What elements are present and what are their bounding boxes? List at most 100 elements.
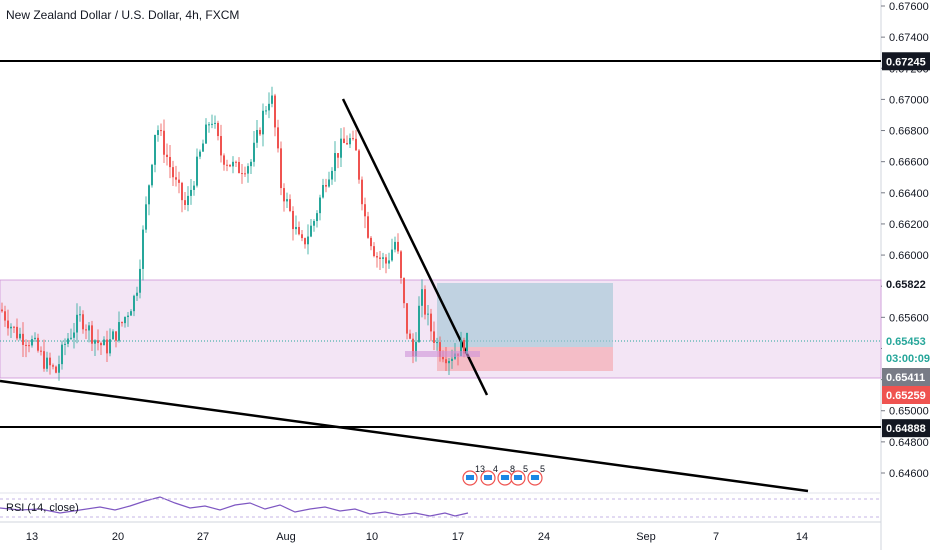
candle-body	[160, 130, 162, 132]
candle-body	[34, 337, 36, 340]
candle-body	[316, 213, 318, 222]
candle-body	[136, 292, 138, 296]
event-count: 8	[510, 464, 515, 474]
candle-body	[79, 314, 81, 316]
candle-body	[358, 150, 360, 180]
candle-body	[238, 161, 240, 174]
price-tag-label: 03:00:09	[886, 353, 930, 365]
candle-body	[388, 260, 390, 264]
candle-body	[100, 343, 102, 346]
y-tick-label: 0.66400	[889, 188, 929, 200]
candle-body	[178, 179, 180, 183]
candle-body	[232, 161, 234, 167]
candle-body	[382, 257, 384, 259]
candle-body	[304, 238, 306, 245]
candle-body	[154, 134, 156, 165]
candle-body	[268, 103, 270, 111]
candle-body	[460, 340, 462, 357]
candle-body	[466, 332, 468, 354]
candle-body	[397, 241, 399, 252]
rsi-line	[0, 496, 469, 517]
x-tick-label: 27	[197, 531, 209, 543]
candle-body	[19, 333, 21, 339]
candle-body	[322, 185, 324, 198]
candle-body	[217, 122, 219, 137]
price-tag-label: 0.65822	[886, 279, 926, 291]
candle-body	[43, 351, 45, 369]
candle-body	[10, 326, 12, 329]
candle-body	[346, 142, 348, 145]
candle-body	[355, 138, 357, 151]
candle-body	[205, 124, 207, 144]
candle-body	[16, 326, 18, 339]
candle-body	[211, 123, 213, 125]
candle-body	[364, 204, 366, 217]
candle-body	[400, 251, 402, 279]
candle-body	[337, 153, 339, 158]
price-tag	[882, 349, 930, 367]
candle-body	[283, 188, 285, 202]
candle-body	[244, 173, 246, 175]
candle-body	[22, 333, 24, 345]
candle-body	[49, 357, 51, 366]
candle-body	[226, 164, 228, 166]
candle-body	[193, 185, 195, 190]
candle-body	[349, 138, 351, 145]
y-tick-label: 0.66600	[889, 157, 929, 169]
chart-title: New Zealand Dollar / U.S. Dollar, 4h, FX…	[6, 8, 240, 22]
candle-body	[103, 339, 105, 346]
y-tick-label: 0.65600	[889, 312, 929, 324]
candle-body	[85, 329, 87, 331]
candle-body	[25, 344, 27, 346]
x-tick-label: 13	[26, 531, 38, 543]
price-tag	[882, 419, 930, 438]
candle-body	[340, 138, 342, 158]
price-tag-label: 0.65259	[886, 390, 926, 402]
candle-body	[67, 338, 69, 344]
candle-body	[418, 305, 420, 342]
candle-body	[7, 320, 9, 329]
candle-body	[229, 164, 231, 167]
price-tag	[882, 368, 930, 386]
candle-body	[409, 333, 411, 339]
y-tick-label: 0.66800	[889, 126, 929, 138]
price-tag	[882, 386, 930, 404]
candle-body	[439, 342, 441, 357]
candle-body	[289, 199, 291, 211]
candle-body	[262, 110, 264, 135]
candle-body	[394, 241, 396, 250]
candle-body	[292, 210, 294, 230]
candle-body	[250, 161, 252, 167]
price-tag-label: 0.65411	[886, 372, 925, 384]
candle-body	[352, 138, 354, 140]
candle-body	[319, 197, 321, 214]
candle-body	[310, 225, 312, 237]
candle-body	[73, 332, 75, 338]
y-tick-label: 0.67600	[889, 1, 929, 13]
candle-body	[61, 344, 63, 365]
flag-icon	[501, 475, 509, 480]
candle-body	[175, 177, 177, 180]
candle-body	[433, 331, 435, 343]
candle-body	[118, 322, 120, 341]
y-tick-label: 0.65000	[889, 406, 929, 418]
candle-body	[109, 339, 111, 354]
highlight-box	[405, 351, 480, 357]
candle-body	[121, 322, 123, 324]
candle-body	[280, 148, 282, 189]
candle-body	[286, 199, 288, 202]
candle-body	[334, 153, 336, 171]
x-tick-label: 24	[538, 531, 550, 543]
candle-body	[187, 195, 189, 206]
candle-body	[271, 95, 273, 104]
candle-body	[367, 216, 369, 238]
candle-body	[301, 234, 303, 239]
candle-body	[58, 364, 60, 373]
candle-body	[406, 303, 408, 334]
event-count: 5	[523, 464, 528, 474]
candle-body	[241, 173, 243, 175]
candle-body	[55, 366, 57, 373]
candle-body	[259, 129, 261, 135]
price-tag	[882, 332, 930, 350]
